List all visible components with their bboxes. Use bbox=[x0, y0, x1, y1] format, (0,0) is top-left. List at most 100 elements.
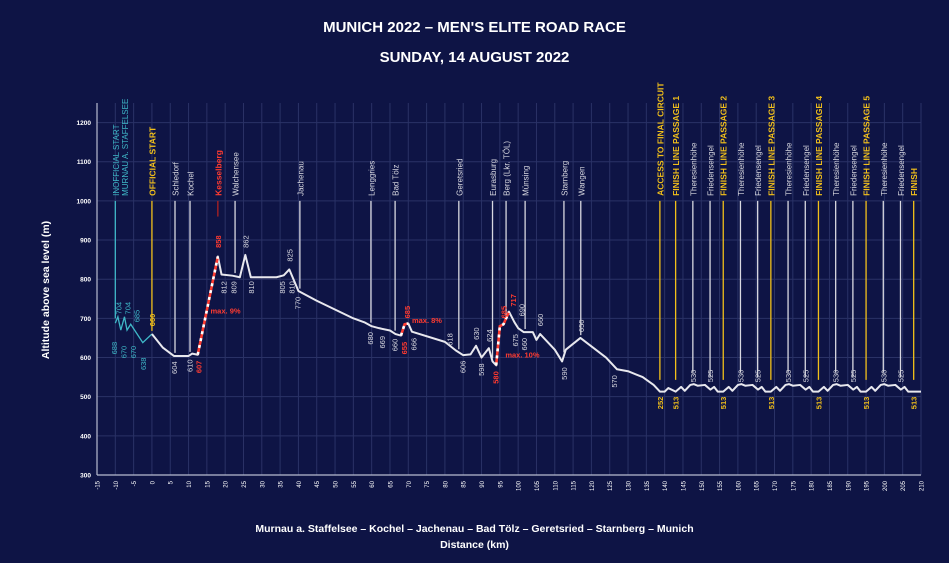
climb-gradient-label: max. 9% bbox=[211, 307, 241, 316]
altitude-label: 604 bbox=[170, 361, 179, 374]
altitude-label: 610 bbox=[186, 359, 195, 372]
x-tick-label: 190 bbox=[846, 480, 852, 491]
x-tick-label: 85 bbox=[462, 480, 468, 487]
circuit-finish-altitude-label: 513 bbox=[719, 397, 728, 410]
altitude-label: 675 bbox=[511, 334, 520, 347]
x-tick-label: 95 bbox=[498, 480, 504, 487]
marker-label: Geretsried bbox=[455, 159, 464, 196]
y-tick-label: 800 bbox=[80, 277, 91, 284]
circuit-altitude-label: 530 bbox=[879, 370, 888, 383]
altitude-label: 650 bbox=[577, 320, 586, 333]
climb-gradient-label: max. 10% bbox=[505, 351, 540, 360]
y-axis-label: Altitude above sea level (m) bbox=[40, 221, 52, 359]
altitude-label: 618 bbox=[445, 333, 454, 346]
altitude-label: 666 bbox=[409, 338, 418, 351]
x-tick-label: 200 bbox=[883, 480, 889, 491]
circuit-finish-altitude-label: 513 bbox=[862, 397, 871, 410]
altitude-label: 685 bbox=[500, 306, 509, 319]
x-tick-label: -15 bbox=[96, 480, 102, 489]
x-tick-label: 115 bbox=[572, 480, 578, 490]
x-tick-label: 40 bbox=[297, 480, 303, 487]
circuit-altitude-label: 530 bbox=[832, 370, 841, 383]
x-tick-label: 15 bbox=[205, 480, 211, 487]
climb-segment-dash bbox=[196, 256, 220, 356]
circuit-finish-altitude-label: 252 bbox=[656, 397, 665, 410]
marker-label: FINISH LINE PASSAGE 4 bbox=[814, 96, 824, 196]
chart-title: MUNICH 2022 – MEN'S ELITE ROAD RACE bbox=[323, 19, 626, 36]
marker-label: OFFICIAL START bbox=[147, 126, 157, 196]
x-tick-label: 100 bbox=[517, 480, 523, 491]
x-tick-label: 140 bbox=[663, 480, 669, 491]
x-tick-label: 25 bbox=[242, 480, 248, 487]
marker-label: Eurasburg bbox=[489, 159, 498, 196]
marker-label: Berg (Lkr. TÖL) bbox=[503, 141, 512, 196]
circuit-finish-altitude-label: 513 bbox=[814, 397, 823, 410]
circuit-altitude-label: 525 bbox=[849, 370, 858, 383]
x-tick-label: 30 bbox=[260, 480, 266, 487]
altitude-label: 685 bbox=[403, 306, 412, 319]
altitude-label: 704 bbox=[115, 302, 124, 315]
x-tick-label: 130 bbox=[627, 480, 633, 491]
altitude-label: 660 bbox=[520, 338, 529, 351]
y-tick-label: 1000 bbox=[77, 198, 92, 205]
y-tick-label: 500 bbox=[80, 394, 91, 401]
x-tick-label: 60 bbox=[370, 480, 376, 487]
x-tick-label: 75 bbox=[425, 480, 431, 487]
marker-label: Lenggries bbox=[367, 161, 376, 196]
marker-label: Theresienhöhe bbox=[880, 142, 889, 196]
x-tick-label: 195 bbox=[865, 480, 871, 491]
circuit-finish-altitude-label: 513 bbox=[672, 397, 681, 410]
circuit-altitude-label: 530 bbox=[689, 370, 698, 383]
circuit-altitude-label: 525 bbox=[754, 370, 763, 383]
marker-label: Friedensengel bbox=[849, 145, 858, 196]
x-tick-label: 155 bbox=[718, 480, 724, 491]
marker-label: Theresienhöhe bbox=[737, 142, 746, 196]
x-tick-label: 185 bbox=[828, 480, 834, 491]
circuit-altitude-label: 525 bbox=[896, 370, 905, 383]
marker-label: Theresienhöhe bbox=[689, 142, 698, 196]
altitude-label: 655 bbox=[400, 342, 409, 355]
marker-label: FINISH bbox=[909, 168, 919, 196]
altitude-label: 670 bbox=[129, 346, 138, 359]
x-tick-label: 80 bbox=[443, 480, 449, 487]
marker-label: MURNAU A. STAFFELSEE bbox=[121, 99, 130, 196]
x-tick-label: 110 bbox=[553, 480, 559, 490]
marker-label: Kochel bbox=[187, 171, 196, 196]
altitude-label: 858 bbox=[214, 235, 223, 248]
y-tick-label: 1200 bbox=[77, 120, 92, 127]
climb-gradient-label: max. 8% bbox=[412, 316, 442, 325]
altitude-label: 770 bbox=[294, 297, 303, 310]
altitude-label: 606 bbox=[458, 361, 467, 374]
marker-label: Friedensengel bbox=[802, 145, 811, 196]
x-tick-label: -5 bbox=[132, 480, 138, 486]
x-tick-label: 55 bbox=[352, 480, 358, 487]
altitude-label: 590 bbox=[560, 367, 569, 380]
y-tick-label: 400 bbox=[80, 433, 91, 440]
x-tick-label: 165 bbox=[755, 480, 761, 491]
circuit-altitude-label: 530 bbox=[736, 370, 745, 383]
x-tick-label: 180 bbox=[810, 480, 816, 491]
neutral-zone-profile bbox=[114, 314, 153, 344]
x-tick-label: 70 bbox=[407, 480, 413, 487]
x-tick-label: 135 bbox=[645, 480, 651, 491]
climb-segment-dash bbox=[399, 322, 409, 336]
elevation-profile-line bbox=[151, 253, 921, 393]
x-tick-label: 0 bbox=[150, 480, 156, 484]
circuit-altitude-label: 525 bbox=[801, 370, 810, 383]
y-tick-label: 700 bbox=[80, 316, 91, 323]
marker-label: Walchensee bbox=[232, 152, 241, 196]
altitude-label: 717 bbox=[509, 294, 518, 307]
altitude-label: 685 bbox=[133, 310, 142, 323]
circuit-altitude-label: 530 bbox=[784, 370, 793, 383]
altitude-label: 624 bbox=[485, 329, 494, 342]
chart-subtitle: SUNDAY, 14 AUGUST 2022 bbox=[379, 49, 570, 66]
altitude-label: 688 bbox=[110, 342, 119, 355]
altitude-label: 660 bbox=[536, 314, 545, 327]
altitude-label: 598 bbox=[477, 363, 486, 376]
marker-label: FINISH LINE PASSAGE 2 bbox=[719, 96, 729, 196]
altitude-label: 660 bbox=[148, 314, 157, 327]
circuit-finish-altitude-label: 513 bbox=[767, 397, 776, 410]
altitude-label: 607 bbox=[195, 361, 204, 374]
x-tick-label: 205 bbox=[901, 480, 907, 491]
